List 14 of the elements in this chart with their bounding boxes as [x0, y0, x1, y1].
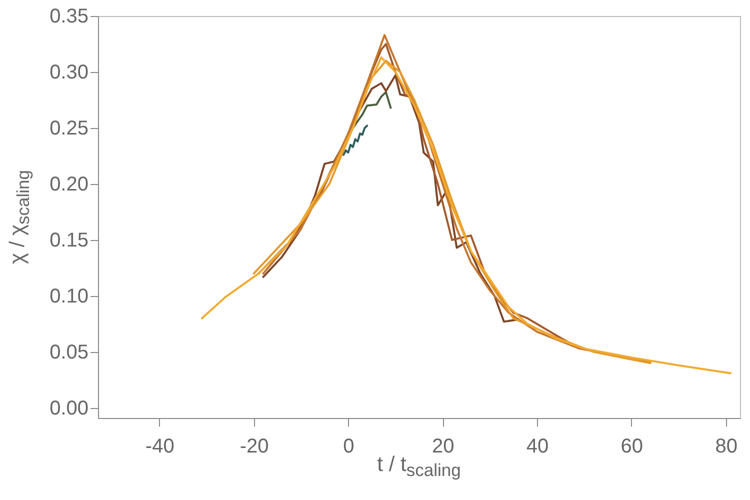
y-tick-label: 0.20: [50, 173, 88, 196]
x-tick-label: 60: [620, 436, 644, 458]
x-tick-label: 40: [526, 436, 549, 458]
y-tick-label: 0.30: [50, 61, 88, 84]
x-tick-label: 0: [343, 436, 354, 458]
x-tick-label: 80: [715, 436, 738, 458]
y-tick-label: 0.05: [50, 341, 88, 364]
y-tick-label: 0.10: [50, 285, 88, 308]
x-tick-label: -40: [145, 436, 174, 458]
y-tick-label: 0.25: [50, 117, 88, 140]
y-tick-label: 0.00: [50, 397, 88, 420]
x-tick-label: -20: [240, 436, 269, 458]
y-tick-label: 0.35: [50, 6, 88, 28]
y-tick-label: 0.15: [50, 229, 88, 252]
